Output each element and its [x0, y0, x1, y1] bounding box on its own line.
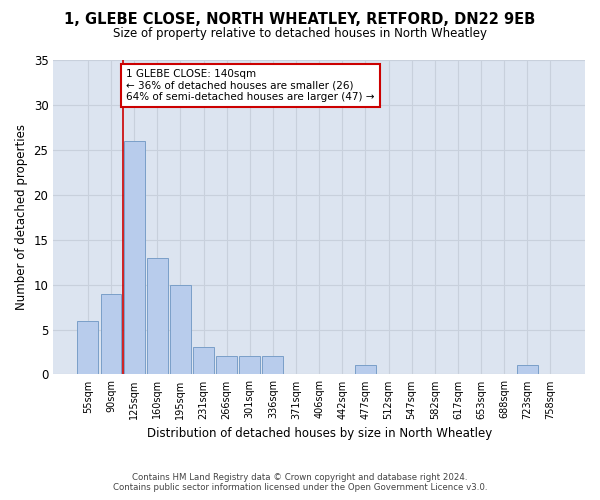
Text: 1, GLEBE CLOSE, NORTH WHEATLEY, RETFORD, DN22 9EB: 1, GLEBE CLOSE, NORTH WHEATLEY, RETFORD,… — [64, 12, 536, 28]
Text: Contains HM Land Registry data © Crown copyright and database right 2024.
Contai: Contains HM Land Registry data © Crown c… — [113, 473, 487, 492]
Bar — [77, 320, 98, 374]
Text: Size of property relative to detached houses in North Wheatley: Size of property relative to detached ho… — [113, 28, 487, 40]
Bar — [239, 356, 260, 374]
Bar — [170, 284, 191, 374]
Bar — [147, 258, 167, 374]
Bar — [124, 141, 145, 374]
Bar — [517, 366, 538, 374]
Text: 1 GLEBE CLOSE: 140sqm
← 36% of detached houses are smaller (26)
64% of semi-deta: 1 GLEBE CLOSE: 140sqm ← 36% of detached … — [126, 69, 374, 102]
Y-axis label: Number of detached properties: Number of detached properties — [15, 124, 28, 310]
Bar — [262, 356, 283, 374]
X-axis label: Distribution of detached houses by size in North Wheatley: Distribution of detached houses by size … — [146, 427, 492, 440]
Bar — [355, 366, 376, 374]
Bar — [101, 294, 121, 374]
Bar — [193, 348, 214, 374]
Bar — [216, 356, 237, 374]
